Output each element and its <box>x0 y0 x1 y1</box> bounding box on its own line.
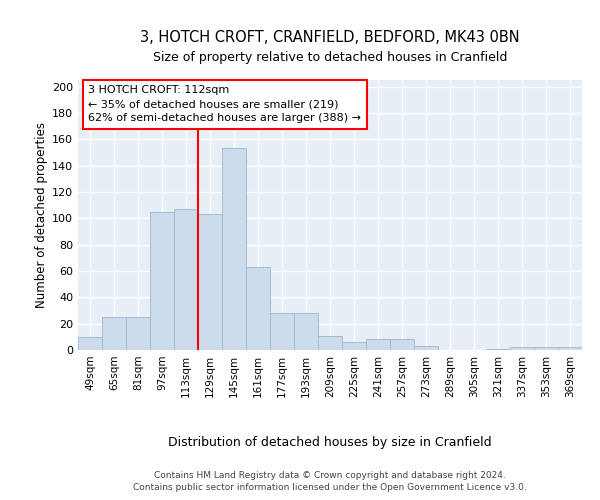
Text: 3, HOTCH CROFT, CRANFIELD, BEDFORD, MK43 0BN: 3, HOTCH CROFT, CRANFIELD, BEDFORD, MK43… <box>140 30 520 45</box>
Bar <box>486 348 510 350</box>
Bar <box>534 348 558 350</box>
Text: 3 HOTCH CROFT: 112sqm
← 35% of detached houses are smaller (219)
62% of semi-det: 3 HOTCH CROFT: 112sqm ← 35% of detached … <box>88 86 361 124</box>
Bar <box>558 348 582 350</box>
Bar <box>222 148 246 350</box>
Bar <box>366 340 390 350</box>
Bar <box>318 336 342 350</box>
Bar <box>270 313 294 350</box>
Text: Contains public sector information licensed under the Open Government Licence v3: Contains public sector information licen… <box>133 483 527 492</box>
Bar <box>198 214 222 350</box>
Bar <box>78 337 102 350</box>
Bar <box>342 342 366 350</box>
Text: Contains HM Land Registry data © Crown copyright and database right 2024.: Contains HM Land Registry data © Crown c… <box>154 470 506 480</box>
Bar <box>390 340 414 350</box>
Bar <box>150 212 174 350</box>
Text: Size of property relative to detached houses in Cranfield: Size of property relative to detached ho… <box>153 51 507 64</box>
Bar <box>510 348 534 350</box>
Bar <box>174 209 198 350</box>
Bar <box>294 313 318 350</box>
Bar <box>102 317 126 350</box>
Bar <box>414 346 438 350</box>
Text: Distribution of detached houses by size in Cranfield: Distribution of detached houses by size … <box>168 436 492 449</box>
Bar <box>126 317 150 350</box>
Y-axis label: Number of detached properties: Number of detached properties <box>35 122 48 308</box>
Bar <box>246 267 270 350</box>
